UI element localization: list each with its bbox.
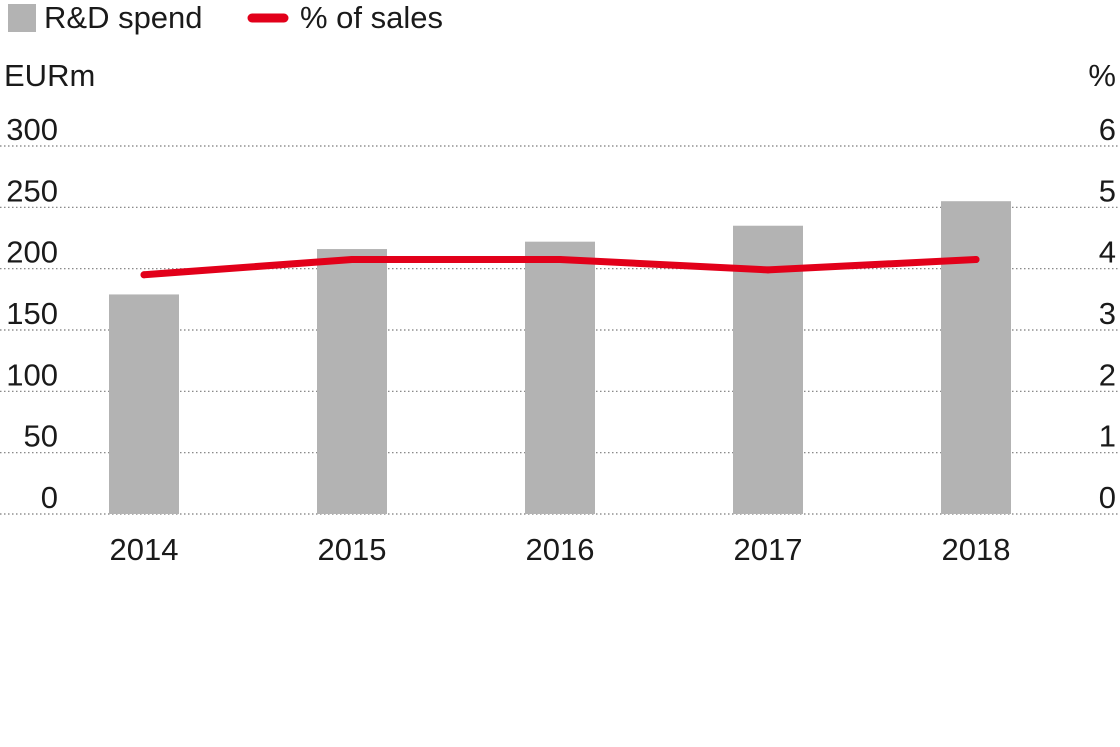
left-tick-label: 250 xyxy=(6,173,58,208)
right-tick-label: 2 xyxy=(1099,357,1116,392)
line-series-pct-sales xyxy=(140,255,980,279)
x-tick-label: 2015 xyxy=(318,532,387,567)
left-tick-label: 0 xyxy=(41,480,58,515)
pct-sales-point-2018 xyxy=(972,255,980,263)
right-axis-unit: % xyxy=(1088,58,1116,93)
legend: R&D spend % of sales xyxy=(8,0,443,35)
x-tick-label: 2014 xyxy=(110,532,179,567)
bar-series-rd-spend xyxy=(109,201,1011,515)
x-tick-label: 2017 xyxy=(734,532,803,567)
pct-sales-point-2015 xyxy=(348,255,356,263)
left-tick-label: 50 xyxy=(24,419,58,454)
x-axis-ticks: 2014 2015 2016 2017 2018 xyxy=(110,532,1011,567)
bar-2018 xyxy=(941,201,1011,514)
right-tick-label: 3 xyxy=(1099,296,1116,331)
left-tick-label: 100 xyxy=(6,357,58,392)
x-tick-label: 2018 xyxy=(942,532,1011,567)
pct-sales-point-2016 xyxy=(556,255,564,263)
right-tick-label: 6 xyxy=(1099,112,1116,147)
pct-sales-point-2017 xyxy=(764,266,772,274)
left-tick-label: 300 xyxy=(6,112,58,147)
bar-2014 xyxy=(109,294,179,514)
bar-2015 xyxy=(317,249,387,515)
right-tick-label: 1 xyxy=(1099,419,1116,454)
x-tick-label: 2016 xyxy=(526,532,595,567)
right-tick-label: 4 xyxy=(1099,235,1116,270)
left-axis-unit: EURm xyxy=(4,58,95,93)
left-tick-label: 200 xyxy=(6,235,58,270)
bar-2017 xyxy=(733,225,803,514)
legend-swatch-rd-spend xyxy=(8,4,36,32)
legend-label-rd-spend: R&D spend xyxy=(44,0,203,35)
bar-2016 xyxy=(525,241,595,514)
right-axis-ticks: 0 1 2 3 4 5 6 xyxy=(1099,112,1116,515)
left-axis-ticks: 0 50 100 150 200 250 300 xyxy=(6,112,58,515)
left-tick-label: 150 xyxy=(6,296,58,331)
pct-sales-point-2014 xyxy=(140,271,148,279)
legend-label-pct-sales: % of sales xyxy=(300,0,443,35)
right-tick-label: 0 xyxy=(1099,480,1116,515)
right-tick-label: 5 xyxy=(1099,173,1116,208)
